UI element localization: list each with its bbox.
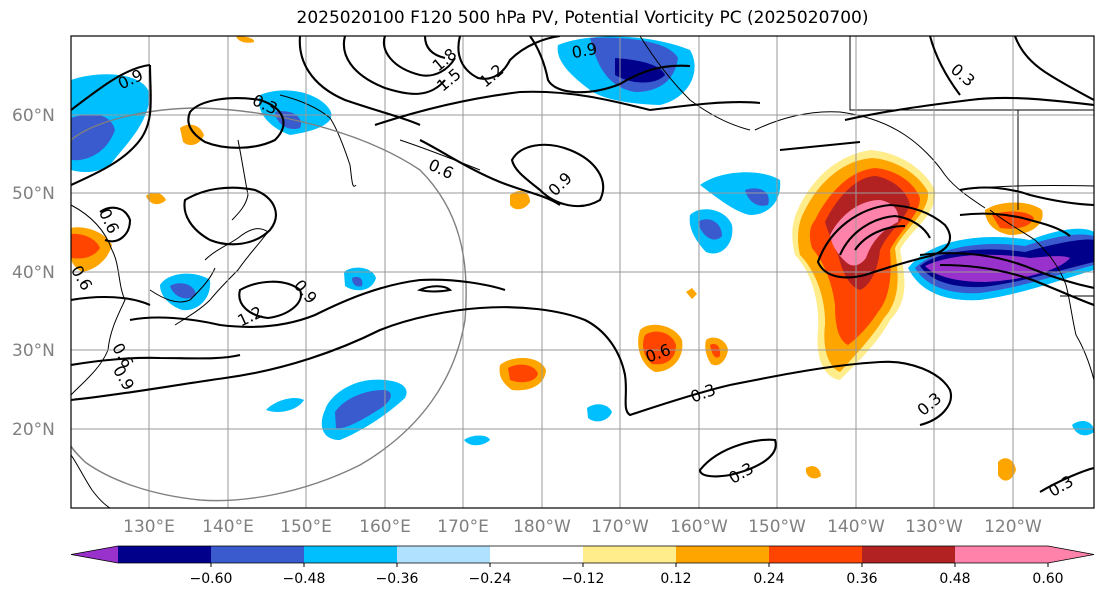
colorbar-outline: [70, 545, 1095, 564]
map-plot-area: 0.9 0.3 1.8 1.5 1.2 0.9 0.6 0.9 0.6 0.6 …: [71, 36, 1094, 508]
lon-label-130e: 130°E: [123, 517, 175, 537]
lat-label-60n: 60°N: [12, 106, 55, 126]
colorbar-segment: [955, 546, 1049, 563]
lon-label-140w: 140°W: [827, 517, 885, 537]
lon-label-120w: 120°W: [984, 517, 1042, 537]
colorbar-tick-label: 0.48: [939, 571, 970, 587]
graticule: [71, 36, 1094, 508]
negative-pv-fields: [71, 36, 1094, 446]
colorbar-segment: [118, 546, 212, 563]
lon-label-180w: 180°W: [513, 517, 571, 537]
lon-label-160e: 160°E: [359, 517, 411, 537]
colorbar-tick-label: 0.60: [1032, 571, 1063, 587]
lat-label-40n: 40°N: [12, 263, 55, 283]
colorbar-extend-low: [71, 546, 118, 563]
colorbar-tick-label: −0.12: [562, 571, 605, 587]
colorbar-tick-label: 0.36: [846, 571, 877, 587]
latitude-labels: 60°N 50°N 40°N 30°N 20°N: [12, 106, 55, 440]
colorbar-segment: [862, 546, 956, 563]
reference-circle: [71, 107, 467, 502]
colorbar-tick-label: 0.24: [753, 571, 784, 587]
colorbar-segment: [769, 546, 863, 563]
colorbar-extend-high: [1048, 546, 1094, 563]
pv-contours: [71, 36, 1094, 493]
colorbar-segment: [211, 546, 305, 563]
lat-label-20n: 20°N: [12, 420, 55, 440]
colorbar-segment: [583, 546, 677, 563]
chart-title: 2025020100 F120 500 hPa PV, Potential Vo…: [296, 8, 869, 28]
lon-label-150w: 150°W: [748, 517, 806, 537]
lat-label-30n: 30°N: [12, 341, 55, 361]
colorbar-tick-label: −0.24: [469, 571, 512, 587]
colorbar-tick-label: 0.12: [660, 571, 691, 587]
lon-label-170w: 170°W: [591, 517, 649, 537]
colorbar: −0.60 −0.48 −0.36 −0.24 −0.12 0.12 0.24 0.36 0.4…: [70, 545, 1095, 587]
lon-label-160w: 160°W: [670, 517, 728, 537]
plot-frame: [70, 35, 1095, 509]
lon-label-170e: 170°E: [437, 517, 489, 537]
lon-label-150e: 150°E: [280, 517, 332, 537]
colorbar-segment: [676, 546, 770, 563]
colorbar-segment: [397, 546, 491, 563]
colorbar-tick-label: −0.60: [190, 571, 233, 587]
svg-text:0.9: 0.9: [570, 39, 598, 62]
colorbar-segment: [490, 546, 584, 563]
colorbar-tick-label: −0.36: [376, 571, 419, 587]
colorbar-tick-label: −0.48: [283, 571, 326, 587]
lon-label-130w: 130°W: [905, 517, 963, 537]
lat-label-50n: 50°N: [12, 184, 55, 204]
colorbar-segment: [304, 546, 398, 563]
longitude-labels: 130°E 140°E 150°E 160°E 170°E 180°W 170°…: [123, 517, 1042, 537]
lon-label-140e: 140°E: [202, 517, 254, 537]
